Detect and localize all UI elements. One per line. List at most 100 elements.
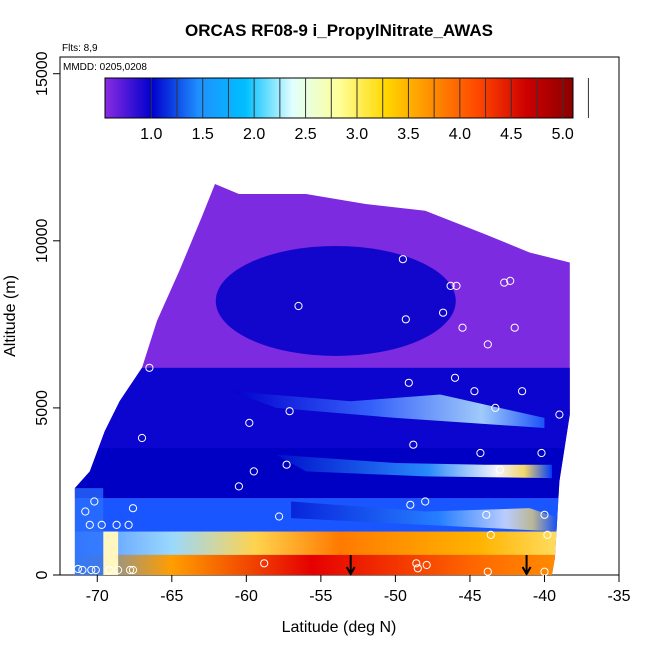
chart-title: ORCAS RF08-9 i_PropylNitrate_AWAS — [185, 21, 493, 40]
y-axis-label: Altitude (m) — [2, 275, 19, 357]
field-band-lower — [276, 454, 552, 479]
sample-point-15 — [518, 387, 527, 396]
sample-point-26 — [282, 460, 291, 469]
y-tick-label-3: 15000 — [34, 51, 51, 96]
x-axis-label: Latitude (deg N) — [282, 619, 397, 636]
colorbar-tick-label-4: 3.0 — [346, 126, 368, 143]
sample-point-21 — [137, 433, 147, 443]
x-tick-label-2: -60 — [235, 588, 258, 605]
sample-point-18 — [285, 407, 294, 416]
sample-point-8 — [506, 276, 515, 285]
sample-point-45 — [260, 559, 269, 568]
sample-point-34 — [421, 497, 430, 506]
sample-point-42 — [124, 520, 133, 530]
sample-point-13 — [404, 378, 413, 387]
sample-point-57 — [126, 565, 135, 575]
sample-point-27 — [249, 467, 258, 476]
sample-point-3 — [401, 315, 410, 324]
y-tick-label-2: 10000 — [34, 218, 51, 263]
sample-point-24 — [476, 448, 485, 458]
x-tick-label-6: -40 — [533, 588, 556, 605]
flight-markers — [345, 555, 532, 577]
colorbar-tick-label-6: 4.0 — [449, 126, 471, 143]
sample-point-49 — [483, 567, 492, 576]
sample-point-19 — [245, 418, 254, 427]
sample-point-12 — [450, 373, 460, 382]
sample-point-33 — [81, 507, 90, 516]
sample-point-31 — [128, 504, 138, 513]
sample-point-48 — [413, 564, 422, 573]
x-tick-label-7: -35 — [607, 588, 630, 605]
sample-point-32 — [90, 497, 99, 506]
sample-point-53 — [87, 565, 96, 575]
colorbar-tick-label-3: 2.5 — [294, 126, 316, 143]
sample-point-41 — [112, 520, 121, 530]
field-near-surface — [74, 531, 570, 555]
sample-point-17 — [491, 403, 500, 412]
sample-point-37 — [482, 510, 491, 519]
colorbar-tick-label-2: 2.0 — [243, 126, 265, 143]
sample-point-23 — [409, 440, 418, 449]
sample-point-22 — [93, 433, 102, 443]
colorbar-tick-label-7: 4.5 — [500, 126, 522, 143]
sample-point-54 — [91, 565, 100, 575]
sample-point-56 — [114, 565, 123, 575]
sample-point-10 — [483, 340, 492, 349]
sample-point-44 — [543, 530, 552, 540]
sample-point-29 — [495, 465, 504, 474]
colorbar: 1.0 1.5 2.0 2.5 3.0 3.5 4.0 4.5 5.0 — [104, 77, 589, 143]
colorbar-tick-label-5: 3.5 — [397, 126, 419, 143]
colorbar-tick-label-1: 1.5 — [192, 126, 214, 143]
colorbar-tick-label-0: 1.0 — [140, 126, 162, 143]
sample-point-5 — [446, 281, 455, 290]
y-axis: 0 5000 10000 15000 — [34, 51, 60, 579]
x-tick-label-0: -70 — [86, 588, 109, 605]
sample-point-9 — [458, 323, 467, 332]
colorbar-tick-label-8: 5.0 — [552, 126, 574, 143]
x-tick-label-5: -45 — [458, 588, 481, 605]
flights-annotation: Flts: 8,9 — [62, 43, 98, 54]
sample-point-35 — [406, 500, 415, 509]
field-band-upper — [231, 391, 545, 428]
sample-point-36 — [275, 512, 284, 521]
sample-point-39 — [85, 520, 94, 530]
sample-point-14 — [470, 387, 479, 396]
sample-point-25 — [537, 448, 546, 458]
sample-point-58 — [128, 565, 138, 575]
sample-point-6 — [452, 281, 461, 290]
sample-point-7 — [500, 278, 509, 287]
sample-points — [73, 194, 571, 576]
arrow-marker-1 — [521, 555, 532, 577]
sample-point-52 — [78, 565, 87, 575]
field-upper-core — [215, 245, 456, 356]
sample-point-4 — [439, 308, 448, 317]
colorbar-gradient — [104, 77, 574, 119]
sample-point-1 — [398, 255, 407, 264]
field-band-boundary — [291, 501, 560, 532]
field-layers — [74, 184, 570, 575]
y-tick-label-1: 5000 — [34, 390, 51, 426]
sample-point-2 — [294, 301, 303, 311]
y-tick-label-0: 0 — [34, 570, 51, 579]
sample-point-11 — [510, 323, 519, 332]
sample-point-28 — [562, 474, 571, 483]
sample-point-38 — [540, 510, 549, 519]
sample-point-0 — [394, 194, 403, 204]
date-annotation: MMDD: 0205,0208 — [63, 62, 147, 73]
arrow-marker-0 — [345, 555, 356, 577]
x-tick-label-3: -55 — [309, 588, 332, 605]
field-column — [103, 531, 119, 575]
sample-point-55 — [105, 565, 114, 575]
x-axis: -70 -65 -60 -55 -50 -45 -40 -35 — [86, 575, 631, 605]
sample-point-30 — [234, 482, 243, 491]
sample-point-16 — [555, 410, 564, 419]
field-west-edge — [74, 488, 104, 575]
sample-point-46 — [412, 559, 421, 568]
sample-point-40 — [97, 520, 106, 530]
sample-point-47 — [422, 560, 431, 570]
heatmap-field — [74, 184, 570, 575]
field-surface — [74, 554, 570, 575]
sample-point-20 — [145, 363, 154, 372]
x-tick-label-4: -50 — [384, 588, 407, 605]
